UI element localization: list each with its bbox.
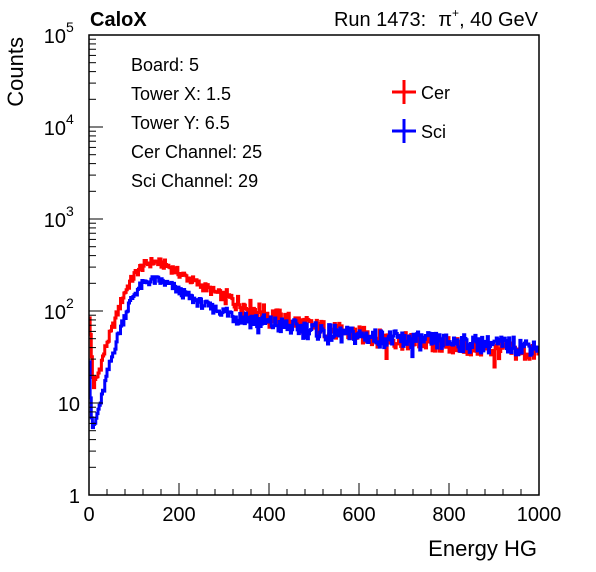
- legend-label: Cer: [421, 83, 450, 103]
- info-line: Tower Y: 6.5: [131, 113, 230, 133]
- y-tick-base: 10: [44, 118, 66, 140]
- plot-frame: [88, 34, 540, 496]
- x-tick-label: 800: [432, 504, 465, 526]
- y-tick-label: 1: [69, 486, 80, 508]
- y-tick-label: 10: [44, 210, 66, 232]
- x-axis: 0 200 400 600 800 1000: [83, 483, 561, 526]
- y-tick-label: 10: [44, 118, 66, 140]
- x-tick-label: 400: [252, 504, 285, 526]
- legend: Cer Sci: [392, 80, 450, 143]
- info-line: Cer Channel: 25: [131, 142, 262, 162]
- y-tick-base: 1: [69, 486, 80, 508]
- x-tick-label: 600: [342, 504, 375, 526]
- series-traces: [88, 257, 540, 430]
- beam-charge: +: [452, 6, 459, 20]
- run-number: Run 1473:: [334, 9, 426, 31]
- beam-energy: , 40 GeV: [459, 9, 539, 31]
- y-tick-exponent: 5: [66, 19, 74, 35]
- info-box: Board: 5 Tower X: 1.5 Tower Y: 6.5 Cer Chan…: [131, 55, 262, 191]
- y-tick-label: 10: [44, 302, 66, 324]
- y-tick-base: 10: [44, 26, 66, 48]
- x-tick-label: 0: [83, 504, 94, 526]
- y-tick-exponent: 2: [66, 295, 74, 311]
- y-tick-base: 10: [44, 210, 66, 232]
- info-line: Sci Channel: 29: [131, 171, 258, 191]
- y-tick-base: 10: [44, 302, 66, 324]
- info-line: Tower X: 1.5: [131, 84, 231, 104]
- y-tick-label: 10: [44, 26, 66, 48]
- info-line: Board: 5: [131, 55, 199, 75]
- x-axis-title: Energy HG: [428, 536, 537, 561]
- x-tick-label: 200: [162, 504, 195, 526]
- y-tick-base: 10: [58, 394, 80, 416]
- y-tick-label: 10: [58, 394, 80, 416]
- x-tick-label: 1000: [517, 504, 562, 526]
- y-axis-title: Counts: [3, 37, 28, 107]
- legend-label: Sci: [421, 122, 446, 142]
- experiment-label: CaloX: [90, 9, 147, 31]
- beam-particle: π: [438, 9, 452, 31]
- run-label: Run 1473: π+, 40 GeV: [334, 6, 539, 31]
- y-tick-exponent: 4: [66, 111, 74, 127]
- y-tick-exponent: 3: [66, 203, 74, 219]
- series-sci-trace: [88, 275, 540, 430]
